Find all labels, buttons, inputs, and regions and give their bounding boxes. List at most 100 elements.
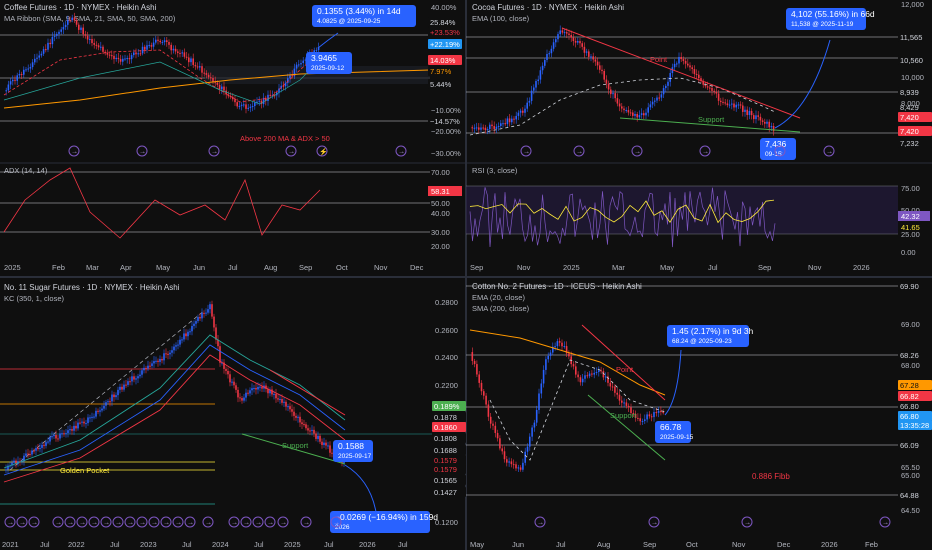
price-candle [237, 389, 239, 398]
event-arrow-icon-ring [76, 516, 88, 528]
event-arrow-icon[interactable]: → [16, 516, 28, 528]
event-arrow-icon-ring [112, 516, 124, 528]
panel-title: No. 11 Sugar Futures · 1D · NYMEX · Heik… [4, 283, 180, 292]
event-arrow-icon[interactable]: → [395, 145, 407, 157]
event-arrow-icon[interactable]: → [136, 145, 148, 157]
event-arrow-icon[interactable]: → [631, 145, 643, 157]
event-arrow-icon[interactable]: → [879, 516, 891, 528]
measure-callout-bottom[interactable] [330, 511, 430, 533]
price-tick-label: 10,000 [901, 73, 924, 82]
price-tick-label: 0.2400 [435, 353, 458, 362]
x-tick-label: Oct [336, 263, 349, 272]
event-arrow-icon[interactable]: → [228, 516, 240, 528]
lightning-icon[interactable] [316, 145, 328, 157]
measure-callout-mid[interactable] [655, 421, 691, 443]
event-arrow-icon[interactable]: → [88, 516, 100, 528]
event-arrow-icon[interactable]: → [148, 516, 160, 528]
price-candle [757, 115, 759, 117]
price-candle [58, 31, 60, 34]
event-arrow-icon[interactable]: → [112, 516, 124, 528]
price-candle [124, 58, 126, 60]
event-arrow-icon[interactable]: → [300, 516, 312, 528]
price-candle [700, 78, 702, 81]
price-candle [225, 368, 227, 371]
event-arrow-icon[interactable]: → [4, 516, 16, 528]
price-candle [713, 90, 715, 92]
price-candle [555, 39, 557, 43]
measure-callout-mid[interactable] [306, 52, 352, 74]
measure-callout-top[interactable] [786, 8, 866, 30]
price-label-box [898, 440, 932, 450]
event-arrow-icon[interactable]: → [28, 516, 40, 528]
price-candle [646, 414, 648, 420]
measure-callout-top[interactable] [312, 5, 416, 27]
event-arrow-icon[interactable]: → [252, 516, 264, 528]
price-candle [60, 29, 62, 32]
event-arrow-icon[interactable]: → [172, 516, 184, 528]
x-tick-label: Dec [410, 263, 424, 272]
price-candle [484, 127, 487, 131]
event-arrow-icon[interactable]: → [208, 145, 220, 157]
event-arrow-glyph: → [175, 520, 182, 527]
price-candle [302, 60, 304, 64]
event-arrow-icon[interactable]: → [520, 145, 532, 157]
event-arrow-icon[interactable]: → [285, 145, 297, 157]
price-candle [728, 104, 731, 106]
price-candle [621, 106, 623, 109]
price-candle [282, 85, 285, 87]
event-arrow-icon[interactable]: → [534, 516, 546, 528]
price-candle [577, 374, 579, 378]
x-tick-label: Sep [470, 263, 483, 272]
event-arrow-icon[interactable]: → [264, 516, 276, 528]
event-arrow-icon[interactable]: → [648, 516, 660, 528]
price-candle [86, 35, 89, 40]
price-candle [62, 27, 65, 30]
x-tick-label: Jun [193, 263, 205, 272]
event-arrow-icon-ring [330, 516, 342, 528]
event-arrow-icon[interactable]: → [64, 516, 76, 528]
price-candle [759, 116, 762, 121]
price-label-text: 7,232 [900, 139, 919, 148]
event-arrow-icon[interactable]: → [277, 516, 289, 528]
price-candle [658, 97, 660, 99]
event-arrow-icon[interactable]: → [136, 516, 148, 528]
measure-callout-top[interactable] [667, 325, 749, 347]
price-candle [554, 346, 556, 348]
price-candle [609, 382, 612, 387]
price-tick-label: −30.00% [431, 149, 461, 158]
callout-line2: 09-15 [765, 151, 782, 158]
event-arrow-icon[interactable]: → [774, 145, 786, 157]
price-label-text: 64.88 [900, 491, 919, 500]
event-arrow-icon[interactable]: → [160, 516, 172, 528]
price-label-text: 8,939 [900, 88, 919, 97]
event-arrow-icon[interactable]: → [699, 145, 711, 157]
event-arrow-icon[interactable]: → [823, 145, 835, 157]
adx-value-text: 58.31 [431, 187, 450, 196]
price-candle [31, 450, 33, 455]
event-arrow-icon[interactable]: → [741, 516, 753, 528]
event-arrow-icon[interactable]: → [330, 516, 342, 528]
event-arrow-icon[interactable]: → [573, 145, 585, 157]
price-tick-label: 65.50 [901, 463, 920, 472]
price-label-text: +23.53% [430, 28, 460, 37]
measure-callout-mid[interactable] [760, 138, 796, 160]
price-candle [34, 58, 36, 63]
event-arrow-icon[interactable]: → [52, 516, 64, 528]
event-arrow-icon[interactable]: → [124, 516, 136, 528]
event-arrow-icon[interactable]: → [100, 516, 112, 528]
event-arrow-icon[interactable]: → [76, 516, 88, 528]
event-arrow-icon[interactable]: → [240, 516, 252, 528]
support-trendline [619, 117, 801, 133]
event-arrow-glyph: → [243, 520, 250, 527]
price-candle [528, 100, 531, 103]
event-arrow-icon[interactable]: → [202, 516, 214, 528]
event-arrow-icon[interactable]: → [68, 145, 80, 157]
price-candle [188, 57, 190, 63]
event-arrow-icon[interactable]: → [184, 516, 196, 528]
price-candle [233, 381, 235, 386]
price-candle [221, 86, 223, 90]
price-candle [283, 401, 285, 403]
measure-callout-mid[interactable] [333, 440, 373, 462]
indicator-label: MA Ribbon (SMA, 9, SMA, 21, SMA, 50, SMA… [4, 14, 176, 23]
